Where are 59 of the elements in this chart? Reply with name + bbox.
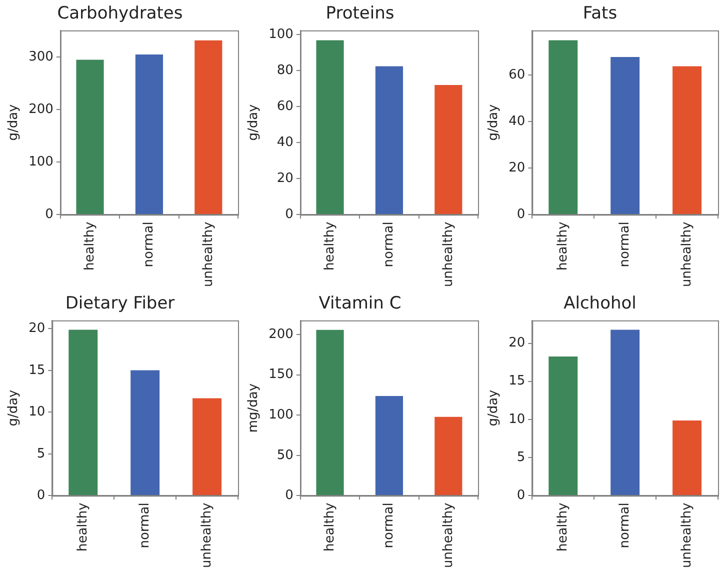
y-tick-label: 20 [276, 171, 294, 186]
y-tick-label: 20 [28, 321, 46, 336]
y-tick-label: 100 [28, 154, 54, 170]
x-tick-label: unhealthy [679, 221, 694, 288]
y-tick-label: 20 [508, 160, 526, 176]
chart-title: Fats [582, 4, 618, 24]
y-axis-title: g/day [6, 389, 22, 426]
chart-title: Proteins [326, 4, 394, 24]
y-tick-label: 50 [276, 448, 294, 463]
y-tick-label: 0 [285, 207, 294, 222]
y-tick-label: 15 [28, 362, 46, 378]
y-axis-title: g/day [246, 104, 262, 141]
y-tick-label: 10 [508, 412, 526, 427]
y-tick-label: 0 [45, 207, 54, 222]
y-tick-label: 60 [508, 67, 526, 82]
y-tick-label: 20 [508, 336, 526, 351]
x-tick-label: unhealthy [199, 502, 214, 568]
y-tick-label: 15 [508, 374, 526, 389]
y-tick-label: 0 [516, 488, 526, 504]
y-tick-label: 200 [268, 326, 294, 342]
y-axis-title: g/day [486, 104, 502, 141]
x-tick-label: healthy [75, 502, 90, 552]
x-tick-label: normal [382, 222, 397, 268]
x-tick-label: healthy [555, 502, 570, 552]
y-tick-label: 5 [516, 450, 526, 465]
chart-title: Vitamin C [318, 294, 402, 314]
x-tick-label: unhealthy [440, 502, 456, 568]
x-tick-label: normal [137, 502, 152, 548]
x-tick-label: normal [617, 502, 632, 548]
x-tick-label: normal [142, 222, 157, 268]
y-tick-label: 0 [516, 207, 526, 222]
chart-title: Dietary Fiber [65, 294, 175, 314]
y-tick-label: 100 [268, 27, 294, 42]
y-tick-label: 100 [268, 407, 294, 422]
y-tick-label: 200 [28, 102, 54, 118]
y-axis-title: mg/day [246, 383, 262, 433]
x-tick-label: normal [617, 222, 632, 268]
x-tick-label: unhealthy [440, 221, 456, 288]
x-tick-label: healthy [322, 221, 338, 271]
x-tick-label: healthy [82, 221, 98, 271]
y-tick-label: 10 [28, 404, 46, 420]
x-tick-label: healthy [322, 502, 338, 552]
y-tick-label: 40 [276, 135, 294, 150]
y-tick-label: 150 [268, 367, 294, 382]
y-tick-label: 300 [28, 50, 54, 65]
x-tick-label: normal [382, 502, 397, 548]
chart-title: Carbohydrates [57, 4, 183, 24]
x-tick-label: unhealthy [679, 502, 694, 568]
y-tick-label: 0 [285, 488, 294, 504]
y-tick-label: 40 [508, 114, 526, 129]
chart-title: Alchohol [564, 294, 636, 314]
y-axis-title: g/day [486, 389, 502, 426]
y-tick-label: 0 [36, 488, 46, 504]
x-tick-label: healthy [555, 221, 570, 271]
y-tick-label: 80 [276, 63, 294, 78]
x-tick-label: unhealthy [200, 221, 216, 288]
y-tick-label: 60 [276, 99, 294, 114]
y-axis-title: g/day [6, 104, 22, 141]
y-tick-label: 5 [36, 446, 46, 462]
